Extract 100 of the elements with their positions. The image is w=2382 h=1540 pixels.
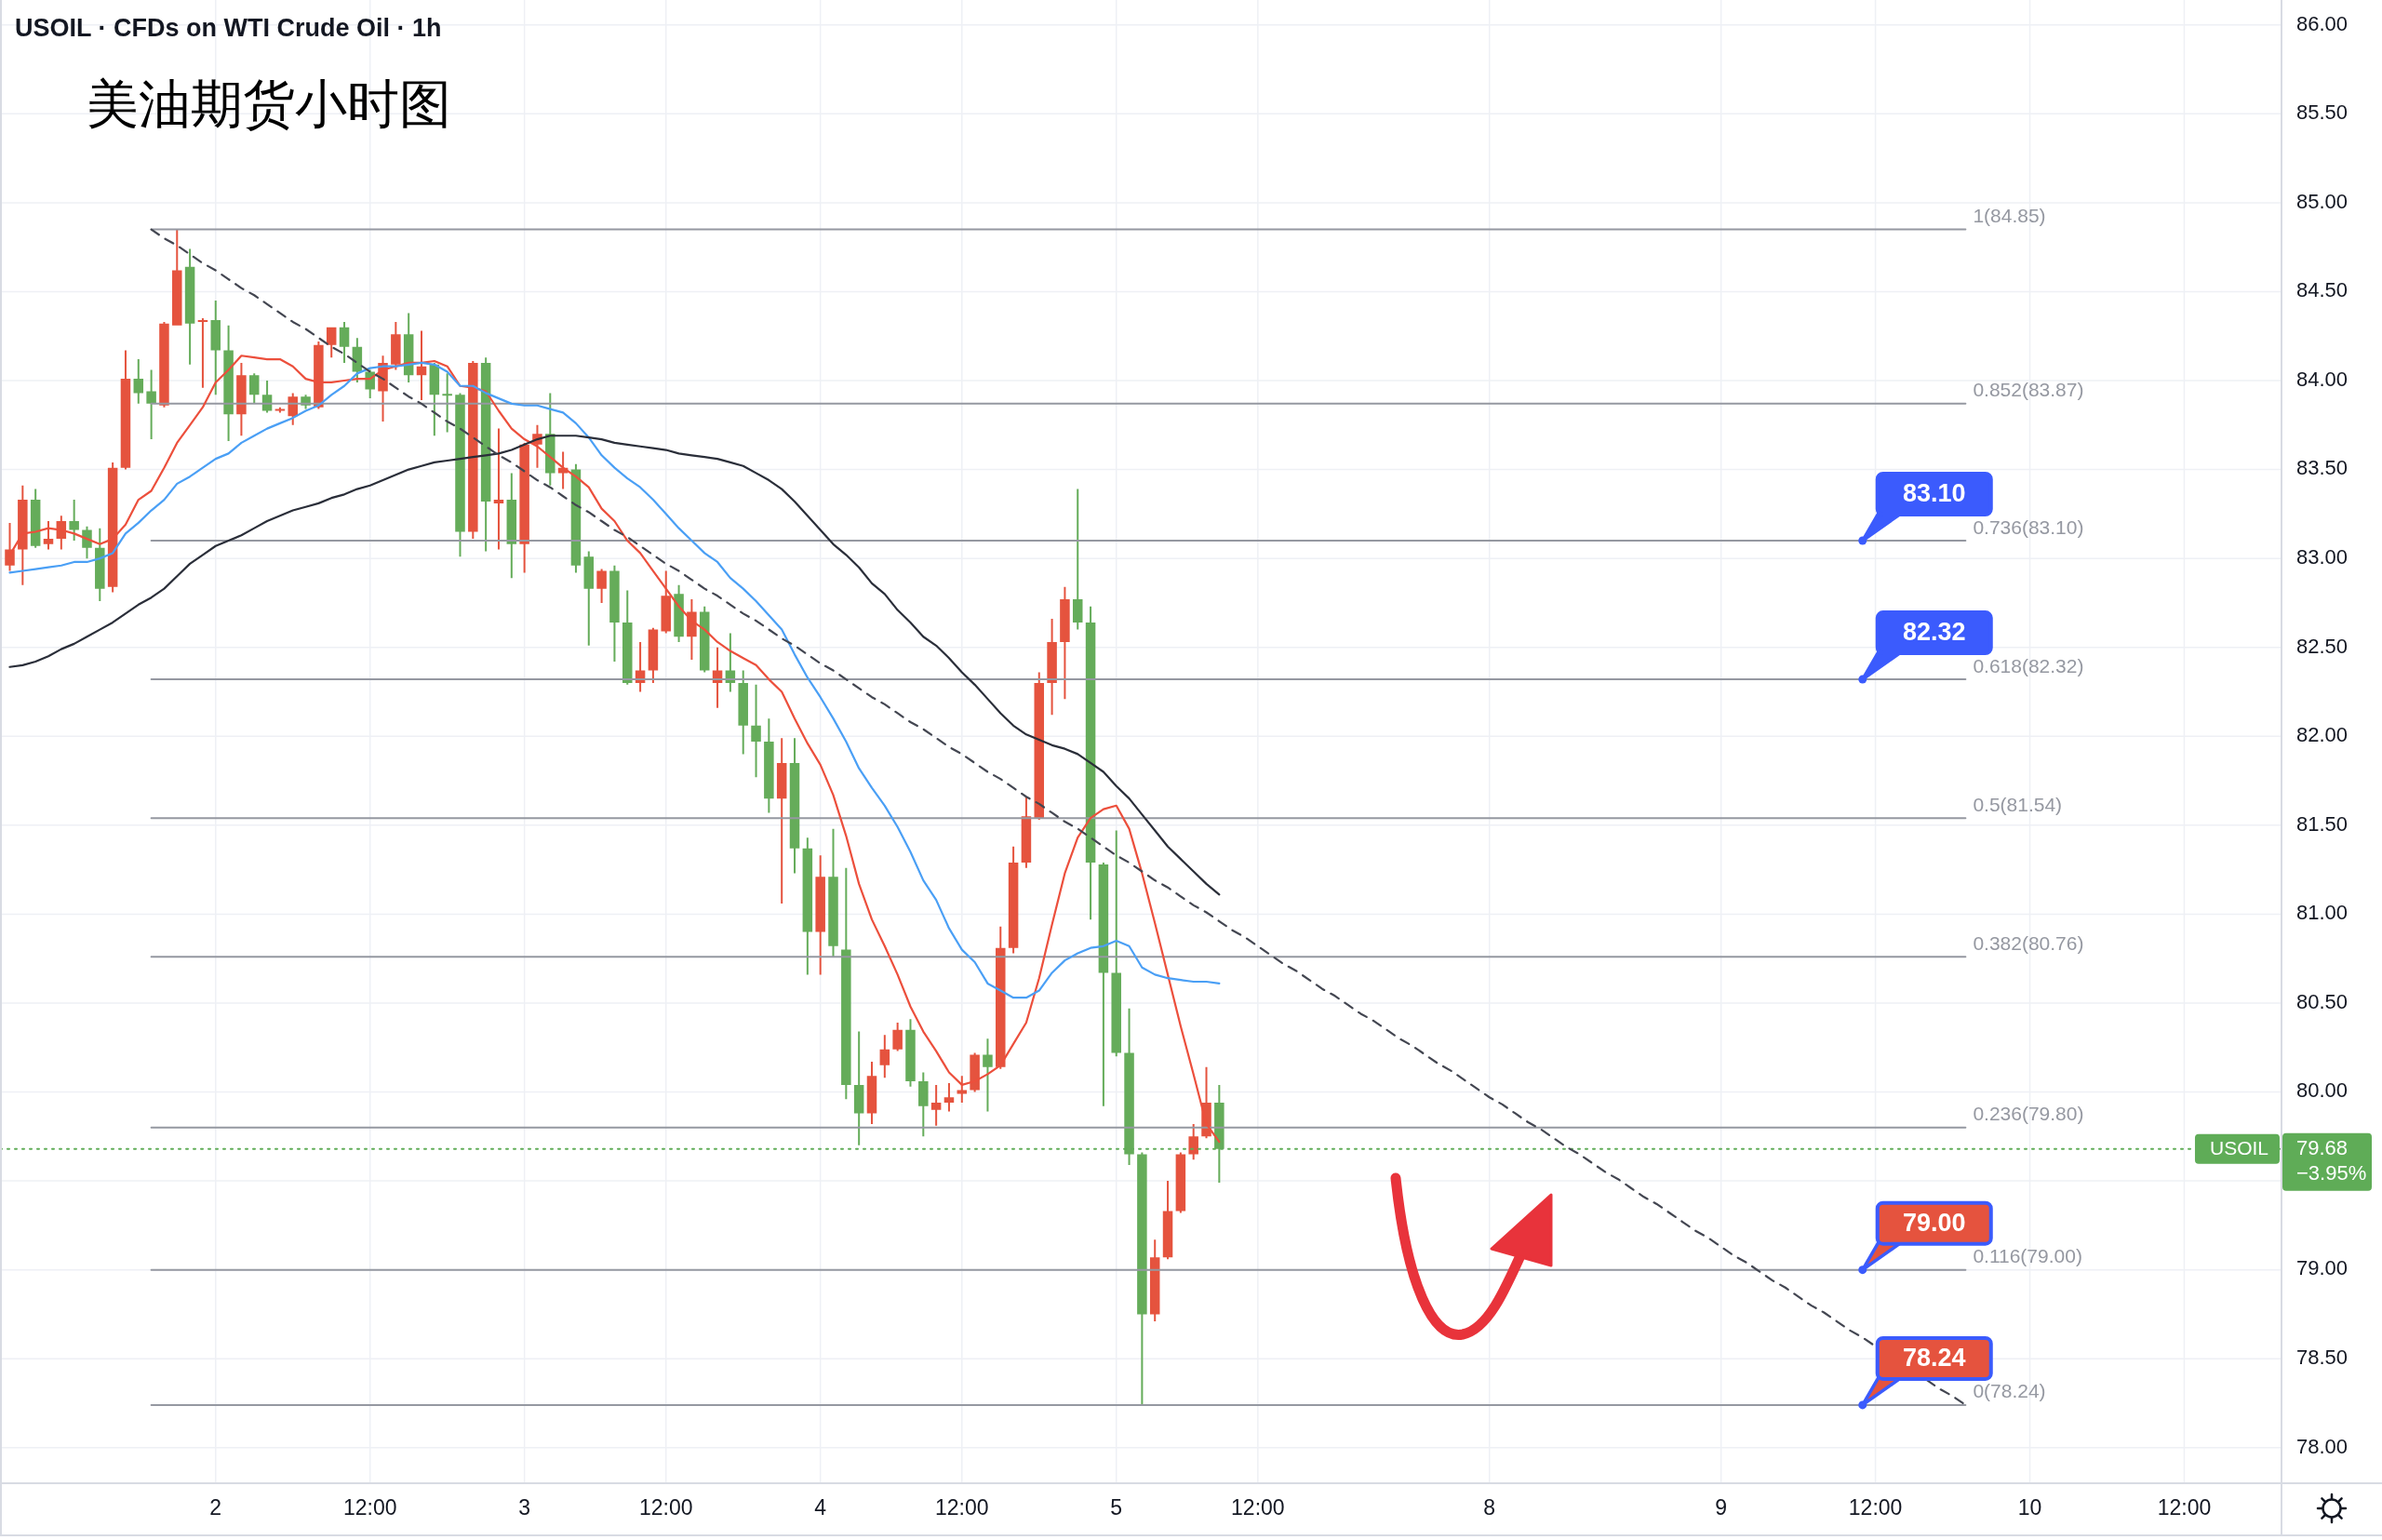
candlestick (442, 373, 452, 433)
x-tick-label: 12:00 (638, 1495, 693, 1520)
y-tick-label: 84.00 (2296, 367, 2349, 391)
candlestick (82, 526, 92, 559)
ref-line-label: 0.5(81.54) (1973, 793, 2063, 815)
ref-line-label: 0.116(79.00) (1973, 1245, 2082, 1267)
candlestick (764, 718, 774, 813)
candlestick (943, 1082, 955, 1112)
candlestick (1085, 606, 1096, 920)
ref-line-label: 1(84.85) (1973, 205, 2046, 227)
line-series (8, 435, 1221, 896)
line-series (8, 361, 1221, 999)
candlestick (983, 1038, 993, 1112)
candlestick (996, 926, 1006, 1069)
x-tick-label: 2 (209, 1495, 222, 1520)
candlestick (699, 606, 710, 673)
y-tick-label: 80.50 (2296, 989, 2349, 1013)
candlestick (95, 528, 105, 602)
candlestick (455, 393, 465, 557)
text: USOIL · CFDs on WTI Crude Oil · 1h (15, 14, 442, 43)
y-tick-label: 83.50 (2296, 456, 2349, 480)
candlestick (1047, 619, 1057, 716)
ref-line-label: USOIL (2209, 1137, 2268, 1159)
candlestick (802, 837, 813, 975)
x-tick-label: 12:00 (1848, 1495, 1903, 1520)
candlestick (1162, 1181, 1173, 1260)
y-tick-label: 81.50 (2296, 811, 2349, 836)
candlestick (468, 360, 478, 540)
candlestick (223, 325, 234, 441)
candlestick (918, 1072, 929, 1137)
candlestick (1072, 489, 1083, 630)
y-tick-label: 86.00 (2296, 11, 2349, 35)
candlestick (789, 738, 800, 874)
candlestick (69, 500, 79, 542)
candlestick (776, 738, 787, 904)
ref-line-label: 0.618(82.32) (1973, 654, 2084, 676)
candlestick (1060, 586, 1070, 700)
candlestick (120, 350, 131, 470)
candlestick (879, 1035, 890, 1078)
candlestick (1175, 1152, 1186, 1213)
candlestick (1137, 1152, 1147, 1405)
x-tick-label: 12:00 (2157, 1495, 2212, 1520)
text: 美油期货小时图 (87, 74, 451, 135)
y-tick-label: 85.50 (2296, 100, 2349, 125)
candlestick (1098, 862, 1109, 1106)
x-tick-label: 12:00 (935, 1495, 989, 1520)
candlestick (1188, 1123, 1198, 1160)
candlestick (596, 569, 607, 603)
candlestick (583, 551, 595, 646)
annotation: 79.00 (1902, 1208, 1966, 1237)
annotation: 82.32 (1902, 618, 1966, 647)
candlestick (519, 442, 529, 573)
candlestick (236, 362, 247, 436)
candlestick (648, 627, 659, 683)
y-tick-label: 83.00 (2296, 544, 2349, 569)
candlestick (133, 359, 144, 404)
ref-line-label: 0(78.24) (1973, 1380, 2046, 1402)
y-tick-label: 81.00 (2296, 901, 2349, 925)
x-tick-label: 12:00 (1231, 1495, 1285, 1520)
y-tick-label: 79.00 (2296, 1256, 2349, 1280)
x-tick-label: 8 (1483, 1495, 1496, 1520)
x-tick-label: 12:00 (342, 1495, 397, 1520)
y-tick-label: 78.50 (2296, 1346, 2349, 1370)
annotation: 83.10 (1902, 479, 1966, 508)
candlestick (172, 229, 182, 326)
candlestick (274, 407, 286, 413)
candlestick (30, 489, 41, 548)
x-tick-label: 10 (2017, 1495, 2042, 1520)
candlestick (930, 1084, 942, 1126)
candlestick (326, 327, 337, 358)
candlestick (493, 428, 504, 550)
candlestick (1021, 797, 1032, 868)
candlestick (738, 670, 748, 755)
candlestick (210, 301, 221, 395)
candlestick (339, 321, 350, 363)
candlestick (609, 565, 620, 662)
y-tick-label: 84.50 (2296, 278, 2349, 302)
y-tick-label: 82.50 (2296, 634, 2349, 658)
candlestick (751, 684, 761, 778)
candlestick (661, 570, 671, 634)
candlestick (687, 599, 697, 661)
y-tick-label: 85.00 (2296, 189, 2349, 213)
candlestick (905, 1019, 916, 1087)
candlestick (622, 590, 633, 685)
candlestick (841, 867, 851, 1100)
candlestick (892, 1022, 903, 1051)
ref-line-label: 0.382(80.76) (1973, 931, 2084, 954)
candlestick (146, 369, 156, 440)
y-tick-label: 80.00 (2296, 1078, 2349, 1103)
y-tick-label: 78.00 (2296, 1434, 2349, 1458)
candlestick (159, 321, 169, 408)
ref-line-label: 0.236(79.80) (1973, 1103, 2084, 1125)
candlestick (107, 462, 118, 593)
candlestick (1034, 672, 1045, 821)
candlestick (1008, 846, 1019, 954)
annotation: 78.24 (1902, 1344, 1966, 1373)
candlestick (1111, 830, 1121, 1057)
candlestick (828, 828, 838, 957)
ref-line-label: 0.736(83.10) (1973, 516, 2084, 538)
x-tick-label: 3 (518, 1495, 531, 1520)
